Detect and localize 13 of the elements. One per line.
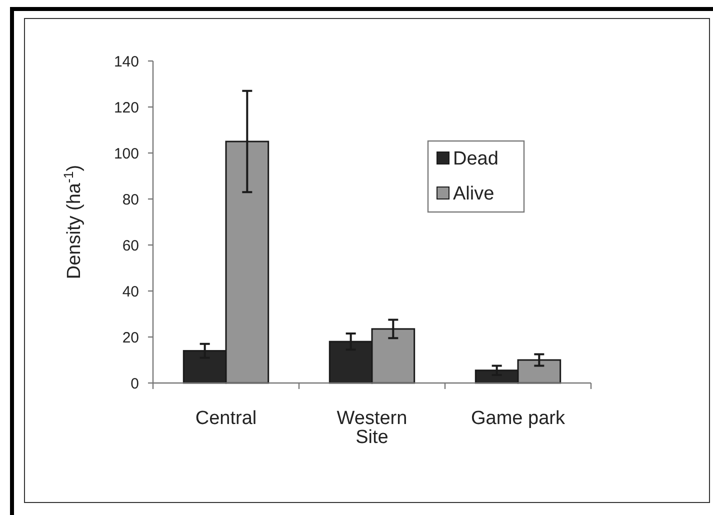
y-tick-label: 120 — [114, 99, 139, 116]
x-tick-label: Western Site — [336, 408, 408, 448]
y-tick-label: 40 — [122, 283, 139, 300]
y-tick-label: 60 — [122, 237, 139, 254]
y-tick-label: 0 — [130, 375, 139, 392]
y-tick-label: 140 — [114, 53, 139, 70]
y-tick-label: 20 — [122, 329, 139, 346]
x-tick-label: Central — [195, 408, 257, 429]
x-tick-label: Game park — [471, 408, 566, 429]
legend-label: Alive — [453, 184, 494, 205]
y-tick-label: 100 — [114, 145, 139, 162]
y-tick-label: 80 — [122, 191, 139, 208]
legend-label: Dead — [453, 148, 498, 170]
